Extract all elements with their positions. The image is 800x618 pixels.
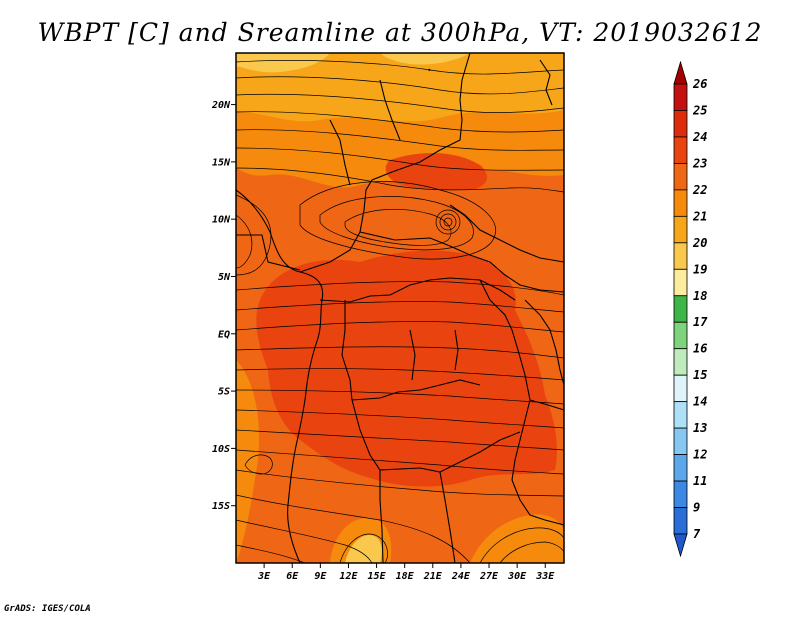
- colorbar-level-label: 12: [693, 448, 707, 462]
- colorbar-bottom-arrow: [673, 533, 688, 558]
- map-frame: [235, 52, 565, 564]
- lon-tick-label: 33E: [535, 571, 555, 582]
- colorbar-segment: [673, 295, 688, 323]
- latitude-axis: 20N 15N 10N 5N EQ 5S 10S 15S: [211, 100, 236, 512]
- colorbar-segment: [673, 348, 688, 376]
- colorbar-segment: [673, 189, 688, 217]
- field-warm-north: [385, 153, 488, 191]
- lon-tick-label: 15E: [368, 571, 387, 582]
- lat-tick-label: 10N: [212, 215, 231, 226]
- lon-tick-label: 18E: [396, 571, 415, 582]
- lon-tick-label: 27E: [479, 571, 499, 582]
- colorbar-segment: [673, 242, 688, 270]
- field-pale-north: [236, 53, 330, 73]
- colorbar-level-label: 15: [693, 368, 707, 382]
- lon-tick-label: 24E: [451, 571, 471, 582]
- colorbar-segment: [673, 507, 688, 535]
- lat-tick-label: 5S: [218, 387, 230, 398]
- coastlines-borders: [236, 53, 564, 563]
- colorbar-segment: [673, 374, 688, 403]
- field-pale-southwest: [345, 535, 382, 563]
- streamlines: [236, 60, 564, 563]
- colorbar-level-label: 19: [693, 262, 707, 276]
- lon-tick-label: 6E: [286, 571, 299, 582]
- lon-tick-label: 30E: [507, 571, 527, 582]
- colorbar: 26 25 24 23 22 21 20 19 18 17 16 15 14 13 12 11 9 7: [673, 60, 708, 558]
- colorbar-segment: [673, 268, 688, 297]
- field-pale-north-east: [380, 53, 470, 65]
- colorbar-level-label: 13: [693, 421, 707, 435]
- colorbar-segment: [673, 321, 688, 350]
- colorbar-segment: [673, 215, 688, 244]
- colorbar-level-label: 20: [692, 236, 707, 250]
- lon-tick-label: 9E: [314, 571, 327, 582]
- colorbar-segment: [673, 163, 688, 191]
- colorbar-level-label: 11: [693, 474, 707, 488]
- lat-tick-label: 10S: [212, 444, 230, 455]
- lon-tick-label: 12E: [339, 571, 358, 582]
- colorbar-level-label: 17: [693, 315, 708, 329]
- lat-tick-label: 15S: [212, 501, 230, 512]
- colorbar-level-label: 22: [692, 183, 707, 197]
- lon-tick-label: 3E: [257, 571, 271, 582]
- field-cool-southeast: [470, 514, 564, 563]
- colorbar-segment: [673, 110, 688, 138]
- wbpt-shading: [236, 53, 564, 563]
- field-coolest-north: [236, 53, 564, 122]
- longitude-axis: 3E 6E 9E 12E 15E 18E 21E 24E 27E 30E 33E: [257, 563, 555, 582]
- colorbar-level-label: 9: [693, 501, 700, 515]
- grads-credit: GrADS: IGES/COLA: [4, 604, 91, 614]
- colorbar-level-label: 18: [693, 289, 707, 303]
- lat-tick-label: 5N: [218, 272, 231, 283]
- colorbar-level-label: 16: [693, 342, 707, 356]
- chart-title: WBPT [C] and Sreamline at 300hPa, VT: 20…: [37, 18, 763, 47]
- colorbar-level-label: 23: [692, 156, 707, 170]
- colorbar-segment: [673, 136, 688, 164]
- lon-tick-label: 21E: [423, 571, 443, 582]
- colorbar-top-arrow: [673, 60, 688, 85]
- colorbar-segment: [673, 480, 688, 508]
- colorbar-level-label: 21: [692, 209, 707, 223]
- colorbar-level-label: 26: [692, 77, 707, 91]
- colorbar-segment: [673, 454, 688, 482]
- colorbar-segment: [673, 83, 688, 111]
- colorbar-level-label: 7: [693, 527, 701, 541]
- colorbar-level-label: 24: [692, 130, 707, 144]
- lat-tick-label: 15N: [212, 157, 231, 168]
- field-warm-center: [256, 250, 557, 487]
- colorbar-level-label: 14: [693, 395, 707, 409]
- lat-tick-label: EQ: [218, 329, 230, 340]
- lat-tick-label: 20N: [211, 100, 231, 111]
- colorbar-segment: [673, 427, 688, 455]
- colorbar-segment: [673, 401, 688, 429]
- colorbar-level-label: 25: [692, 103, 707, 117]
